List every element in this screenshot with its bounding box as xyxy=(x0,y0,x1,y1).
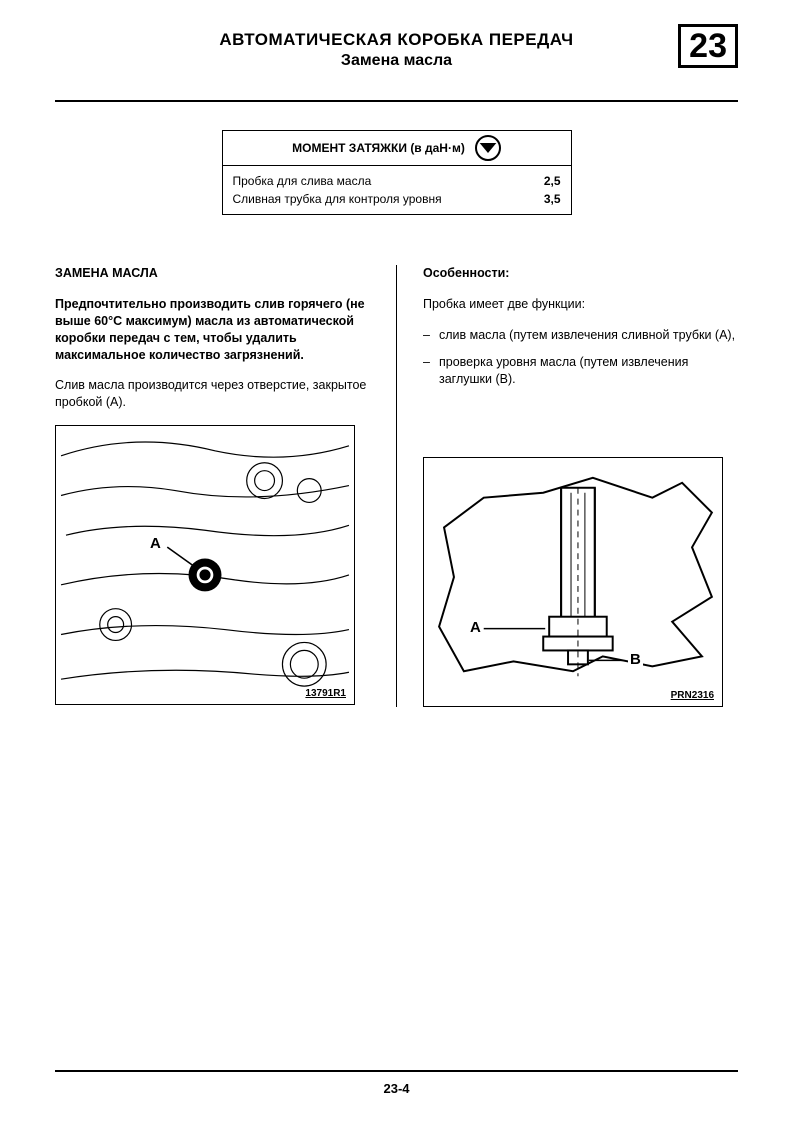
left-column: ЗАМЕНА МАСЛА Предпочтительно производить… xyxy=(55,265,370,707)
page: АВТОМАТИЧЕСКАЯ КОРОБКА ПЕРЕДАЧ Замена ма… xyxy=(0,0,793,1122)
chapter-number-box: 23 xyxy=(678,24,738,68)
torque-table-container: МОМЕНТ ЗАТЯЖКИ (в даН·м) Пробка для слив… xyxy=(55,130,738,215)
figure-label-a: A xyxy=(148,534,163,554)
figure-code: PRN2316 xyxy=(669,689,716,703)
figure-transmission-underside: A 13791R1 xyxy=(55,425,355,705)
torque-table: МОМЕНТ ЗАТЯЖКИ (в даН·м) Пробка для слив… xyxy=(222,130,572,215)
torque-icon xyxy=(475,135,501,161)
footer-rule xyxy=(55,1070,738,1072)
features-list: слив масла (путем извлечения сливной тру… xyxy=(423,327,738,388)
torque-row: Сливная трубка для контроля уровня 3,5 xyxy=(233,190,561,208)
torque-table-body: Пробка для слива масла 2,5 Сливная трубк… xyxy=(223,166,571,214)
left-bold-paragraph: Предпочтительно производить слив горячег… xyxy=(55,296,370,364)
list-item: проверка уровня масла (путем извлечения … xyxy=(423,354,738,388)
page-number: 23-4 xyxy=(0,1081,793,1096)
header-rule xyxy=(55,100,738,102)
torque-row-label: Пробка для слива масла xyxy=(233,172,372,190)
header-titles: АВТОМАТИЧЕСКАЯ КОРОБКА ПЕРЕДАЧ Замена ма… xyxy=(55,30,738,70)
header-title-main: АВТОМАТИЧЕСКАЯ КОРОБКА ПЕРЕДАЧ xyxy=(55,30,738,50)
list-item: слив масла (путем извлечения сливной тру… xyxy=(423,327,738,344)
right-paragraph-1: Пробка имеет две функции: xyxy=(423,296,738,313)
features-title: Особенности: xyxy=(423,265,738,282)
torque-header-label: МОМЕНТ ЗАТЯЖКИ (в даН·м) xyxy=(292,141,465,155)
column-divider xyxy=(396,265,397,707)
content-columns: ЗАМЕНА МАСЛА Предпочтительно производить… xyxy=(55,265,738,707)
transmission-sketch-icon xyxy=(56,426,354,704)
figure-drain-tube-cross-section: A B PRN2316 xyxy=(423,457,723,707)
right-column: Особенности: Пробка имеет две функции: с… xyxy=(423,265,738,707)
torque-table-header: МОМЕНТ ЗАТЯЖКИ (в даН·м) xyxy=(223,131,571,166)
section-title-oil-change: ЗАМЕНА МАСЛА xyxy=(55,265,370,282)
drain-tube-diagram-icon xyxy=(424,458,722,706)
left-paragraph-1: Слив масла производится через отверстие,… xyxy=(55,377,370,411)
torque-row-value: 3,5 xyxy=(521,190,561,208)
page-header: АВТОМАТИЧЕСКАЯ КОРОБКА ПЕРЕДАЧ Замена ма… xyxy=(55,30,738,90)
torque-row: Пробка для слива масла 2,5 xyxy=(233,172,561,190)
header-title-sub: Замена масла xyxy=(55,52,738,70)
spacer xyxy=(423,397,738,457)
figure-label-b: B xyxy=(628,650,643,670)
torque-row-value: 2,5 xyxy=(521,172,561,190)
figure-code: 13791R1 xyxy=(303,687,348,701)
figure-label-a: A xyxy=(468,618,483,638)
torque-row-label: Сливная трубка для контроля уровня xyxy=(233,190,442,208)
